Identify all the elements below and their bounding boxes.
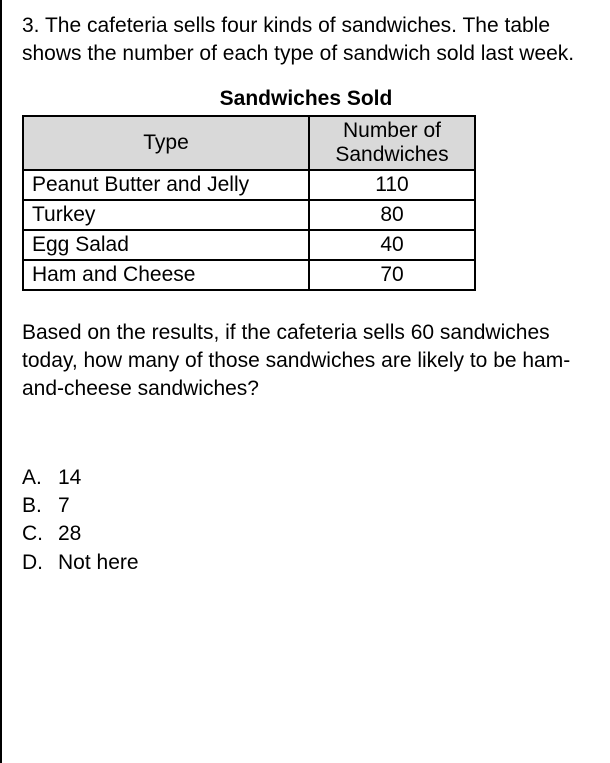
- data-table: Type Number of Sandwiches Peanut Butter …: [22, 115, 476, 291]
- table-row: Egg Salad 40: [23, 230, 475, 260]
- choice-text: Not here: [58, 549, 139, 577]
- col-header-number: Number of Sandwiches: [309, 116, 475, 170]
- table-row: Ham and Cheese 70: [23, 260, 475, 290]
- table-row: Peanut Butter and Jelly 110: [23, 170, 475, 200]
- question-page: 3. The cafeteria sells four kinds of san…: [0, 0, 610, 763]
- choice-text: 28: [58, 520, 81, 548]
- choice-letter: B.: [22, 492, 58, 520]
- answer-choices: A. 14 B. 7 C. 28 D. Not here: [22, 464, 590, 577]
- col-header-type: Type: [23, 116, 309, 170]
- choice-b[interactable]: B. 7: [22, 492, 590, 520]
- table-row: Turkey 80: [23, 200, 475, 230]
- choice-a[interactable]: A. 14: [22, 464, 590, 492]
- choice-letter: A.: [22, 464, 58, 492]
- choice-text: 7: [58, 492, 70, 520]
- question-body: The cafeteria sells four kinds of sandwi…: [22, 14, 574, 65]
- choice-letter: D.: [22, 549, 58, 577]
- cell-type: Egg Salad: [23, 230, 309, 260]
- choice-d[interactable]: D. Not here: [22, 549, 590, 577]
- choice-c[interactable]: C. 28: [22, 520, 590, 548]
- cell-type: Peanut Butter and Jelly: [23, 170, 309, 200]
- cell-number: 40: [309, 230, 475, 260]
- cell-number: 80: [309, 200, 475, 230]
- question-stem: 3. The cafeteria sells four kinds of san…: [22, 12, 590, 69]
- cell-type: Ham and Cheese: [23, 260, 309, 290]
- choice-text: 14: [58, 464, 81, 492]
- question-number: 3.: [22, 14, 40, 37]
- choice-letter: C.: [22, 520, 58, 548]
- table-header-row: Type Number of Sandwiches: [23, 116, 475, 170]
- cell-type: Turkey: [23, 200, 309, 230]
- table-title: Sandwiches Sold: [22, 87, 590, 111]
- cell-number: 110: [309, 170, 475, 200]
- followup-question: Based on the results, if the cafeteria s…: [22, 319, 590, 404]
- cell-number: 70: [309, 260, 475, 290]
